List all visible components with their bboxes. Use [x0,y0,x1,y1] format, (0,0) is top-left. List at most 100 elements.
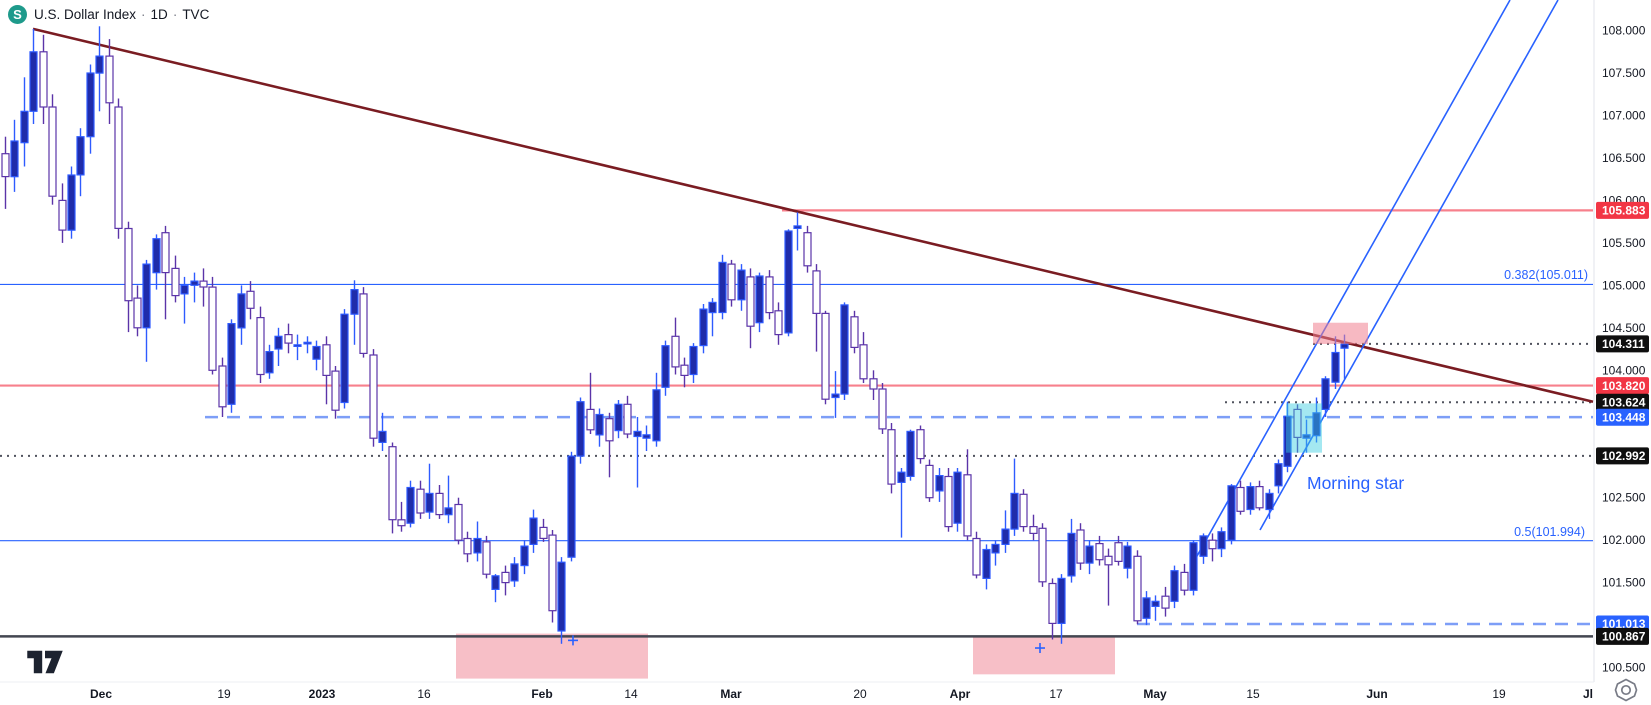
candle-body [1180,571,1189,591]
candle-body [803,232,812,267]
candle-body [859,344,868,380]
price-tick-label: 102.500 [1602,491,1646,505]
feb-demand-zone[interactable] [456,633,648,679]
candle-body [406,486,415,524]
channel-right[interactable] [1259,0,1559,531]
symbol-name[interactable]: U.S. Dollar Index [34,7,137,22]
candle-body [331,370,340,411]
candle-body [1246,486,1255,511]
candle-body [953,471,962,524]
candle-body [491,575,500,590]
price-label-badge [1596,335,1649,353]
candle-body [1010,492,1019,530]
symbol-logo-icon[interactable]: S [8,5,27,24]
candle-body [982,548,991,579]
candle-body [925,464,934,499]
candle-body [1312,412,1321,437]
candle-body [1255,486,1264,509]
candle-body [1001,528,1010,545]
price-tick-label: 107.500 [1602,66,1646,80]
time-tick-label: 17 [1049,687,1063,701]
title-separator: · [172,7,178,22]
tradingview-logo[interactable] [10,648,80,681]
resistance-zone[interactable] [1313,322,1368,344]
candle-body [114,106,123,230]
candle-body [1170,570,1179,602]
candle-body [623,403,632,435]
candle-series[interactable] [1,26,1349,644]
candle-body [671,335,680,368]
price-label-badge-text: 100.867 [1602,630,1646,644]
fib-05-label: 0.5(101.994) [1514,525,1585,539]
candle-body [510,563,519,582]
symbol-interval[interactable]: 1D [150,7,168,22]
morning-star-zone[interactable] [1286,403,1322,453]
candle-body [1133,555,1142,622]
time-tick-label: 19 [1492,687,1506,701]
price-label-badge [1596,201,1649,219]
candle-body [529,517,538,545]
candle-body [774,310,783,336]
price-label-badge [1596,447,1649,465]
candle-body [539,526,548,540]
candle-body [680,364,689,377]
candle-body [1067,532,1076,577]
candle-body [1331,351,1340,383]
price-label-badge-text: 103.448 [1602,410,1646,424]
candle-body [1227,485,1236,541]
candle-body [322,344,331,376]
candle-body [1340,343,1349,349]
settings-gear-icon[interactable] [1611,676,1641,705]
candle-body [161,232,170,274]
candle-body [416,488,425,514]
candle-body [1151,600,1160,607]
price-label-badge [1596,408,1649,426]
annotation-text[interactable]: Morning star [1307,473,1404,493]
fib-0382-label: 0.382(105.011) [1504,268,1588,282]
time-tick-label: Jl [1583,687,1593,701]
candle-body [265,351,274,374]
candle-body [293,344,302,347]
candle-body [1189,542,1198,591]
time-tick-label: 20 [853,687,867,701]
candle-body [48,106,57,197]
candle-body [963,474,972,537]
time-tick-label: Jun [1366,687,1387,701]
price-tick-label: 106.500 [1602,151,1646,165]
candle-body [708,301,717,314]
candle-body [86,72,95,138]
candle-body [595,413,604,436]
candle-body [897,471,906,484]
candle-body [246,290,255,309]
candle-body [397,519,406,527]
candle-body [1208,539,1217,550]
candle-body [501,571,510,584]
time-tick-label: 16 [417,687,431,701]
title-separator: · [141,7,146,22]
symbol-header: S U.S. Dollar Index · 1D · TVC [8,5,209,24]
candle-body [1123,545,1132,569]
candle-body [133,297,142,329]
candle-body [124,227,133,302]
candle-body [142,263,151,329]
candle-body [350,289,359,315]
symbol-exchange[interactable]: TVC [182,7,210,22]
price-label-badge-text: 101.013 [1602,617,1646,631]
price-axis[interactable]: 108.000107.500107.000106.500106.000105.8… [1596,24,1649,675]
candle-body [1038,527,1047,583]
candle-body [444,507,453,516]
candle-body [76,136,85,176]
channel-left[interactable] [1193,0,1511,562]
candle-body [906,430,915,477]
candle-body [388,446,397,521]
price-tick-label: 105.000 [1602,278,1646,292]
apr-demand-zone[interactable] [973,636,1115,675]
candle-body [340,313,349,404]
time-tick-label: May [1143,687,1167,701]
candle-body [482,541,491,575]
price-label-badge [1596,627,1649,645]
candle-body [661,345,670,388]
time-axis[interactable]: Dec 19 2023 16 Feb 14 Mar 20 Apr 17 May 15 Jun 19 Jl [90,687,1593,701]
candle-body [699,308,708,347]
